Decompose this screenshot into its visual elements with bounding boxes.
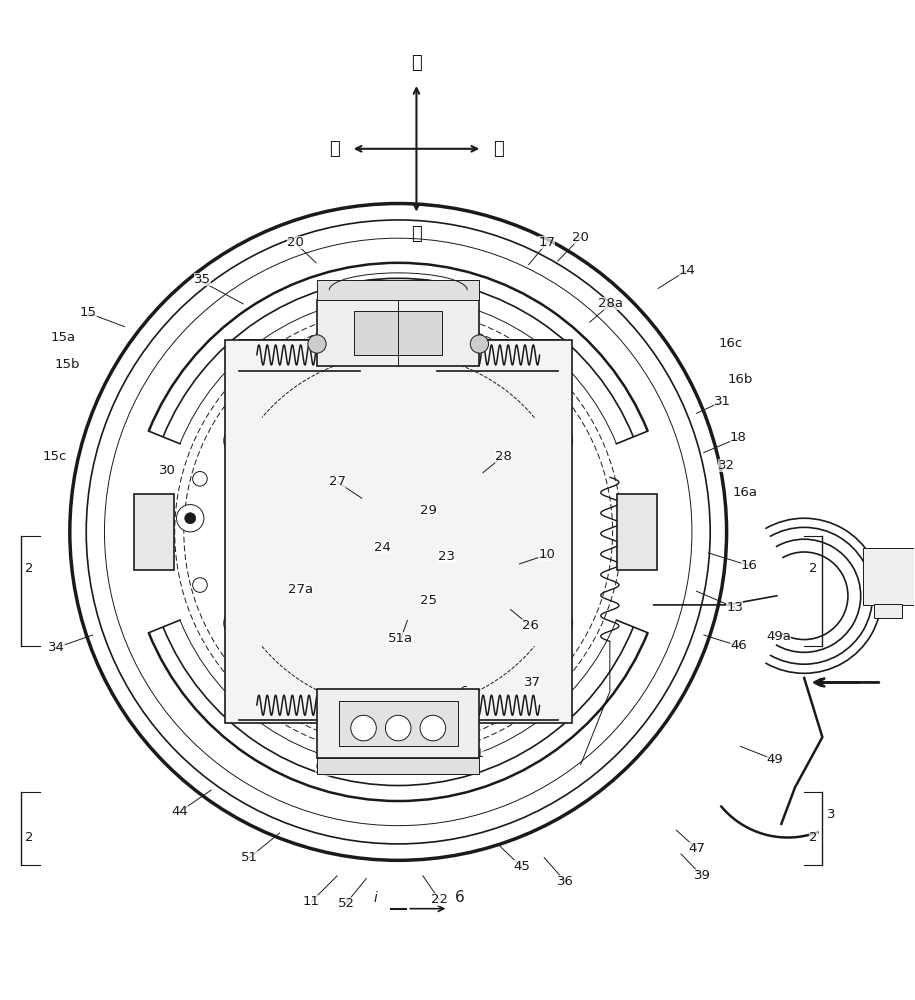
Circle shape bbox=[420, 715, 446, 741]
Text: 46: 46 bbox=[730, 639, 747, 652]
Text: 30: 30 bbox=[159, 464, 176, 477]
Circle shape bbox=[470, 335, 489, 353]
Text: 22: 22 bbox=[431, 893, 447, 906]
Bar bbox=[317, 300, 479, 366]
Text: 31: 31 bbox=[714, 395, 730, 408]
Text: 21: 21 bbox=[468, 747, 484, 760]
Text: 51: 51 bbox=[241, 851, 258, 864]
Text: 32: 32 bbox=[718, 459, 735, 472]
Text: 51a: 51a bbox=[388, 632, 414, 645]
Text: 10: 10 bbox=[538, 548, 555, 561]
Bar bbox=[134, 494, 174, 570]
Text: 16: 16 bbox=[741, 559, 758, 572]
Circle shape bbox=[185, 513, 196, 524]
Text: i: i bbox=[373, 891, 377, 905]
Text: 6: 6 bbox=[455, 890, 465, 905]
Circle shape bbox=[224, 607, 256, 640]
Text: 35: 35 bbox=[194, 273, 210, 286]
Text: 26: 26 bbox=[522, 619, 539, 632]
Text: 34: 34 bbox=[48, 641, 65, 654]
Circle shape bbox=[540, 424, 573, 457]
Bar bbox=[317, 758, 479, 774]
Text: 18: 18 bbox=[730, 431, 747, 444]
Text: 后: 后 bbox=[493, 140, 504, 158]
Circle shape bbox=[177, 505, 204, 532]
Text: 39: 39 bbox=[694, 869, 710, 882]
Text: 47: 47 bbox=[688, 842, 705, 855]
Text: 25a: 25a bbox=[436, 331, 461, 344]
Bar bbox=[225, 340, 572, 723]
Circle shape bbox=[466, 600, 482, 616]
Circle shape bbox=[466, 448, 482, 464]
Text: 25: 25 bbox=[420, 594, 436, 607]
Bar bbox=[617, 494, 657, 570]
Text: 6: 6 bbox=[458, 685, 468, 698]
Text: 44: 44 bbox=[171, 805, 188, 818]
Text: 52: 52 bbox=[338, 897, 355, 910]
Circle shape bbox=[417, 695, 441, 719]
Text: 16b: 16b bbox=[727, 373, 753, 386]
Text: 13: 13 bbox=[727, 601, 743, 614]
Text: 上: 上 bbox=[411, 54, 422, 72]
Text: 49: 49 bbox=[767, 753, 783, 766]
Bar bbox=[317, 689, 479, 758]
Circle shape bbox=[193, 578, 207, 592]
Circle shape bbox=[540, 607, 573, 640]
Bar bbox=[875, 604, 902, 618]
Bar bbox=[354, 311, 442, 355]
Circle shape bbox=[224, 424, 256, 457]
Text: 36: 36 bbox=[556, 875, 574, 888]
Bar bbox=[864, 548, 913, 605]
Text: 28a: 28a bbox=[598, 297, 623, 310]
Text: 12: 12 bbox=[317, 703, 334, 716]
Text: 16a: 16a bbox=[732, 486, 758, 499]
Text: 17: 17 bbox=[538, 236, 555, 249]
Text: 2: 2 bbox=[809, 831, 817, 844]
Text: 16c: 16c bbox=[719, 337, 743, 350]
Circle shape bbox=[520, 630, 560, 671]
Bar bbox=[317, 280, 479, 300]
Circle shape bbox=[193, 472, 207, 486]
Text: 3: 3 bbox=[827, 808, 835, 821]
Text: 19: 19 bbox=[335, 346, 352, 359]
Circle shape bbox=[307, 335, 326, 353]
Text: 20: 20 bbox=[286, 236, 304, 249]
Text: 23: 23 bbox=[438, 550, 455, 563]
Text: 2: 2 bbox=[809, 562, 817, 575]
Text: 2: 2 bbox=[25, 562, 33, 575]
Circle shape bbox=[355, 345, 379, 369]
Text: 28: 28 bbox=[495, 450, 511, 463]
Text: 24: 24 bbox=[374, 541, 391, 554]
Text: 15b: 15b bbox=[54, 358, 80, 371]
Text: 45: 45 bbox=[513, 860, 530, 873]
Text: 37: 37 bbox=[523, 676, 541, 689]
Text: 2: 2 bbox=[25, 831, 33, 844]
Text: 15: 15 bbox=[80, 306, 97, 319]
Circle shape bbox=[314, 600, 330, 616]
Text: 15c: 15c bbox=[42, 450, 67, 463]
Text: 27: 27 bbox=[328, 475, 346, 488]
Text: 49a: 49a bbox=[766, 630, 791, 643]
Text: 20: 20 bbox=[572, 231, 589, 244]
Circle shape bbox=[350, 715, 376, 741]
Circle shape bbox=[385, 715, 411, 741]
Bar bbox=[339, 701, 458, 746]
Circle shape bbox=[417, 345, 441, 369]
Text: 前: 前 bbox=[329, 140, 339, 158]
Text: 29: 29 bbox=[420, 504, 436, 517]
Text: 11: 11 bbox=[303, 895, 320, 908]
Circle shape bbox=[355, 695, 379, 719]
Text: 下: 下 bbox=[411, 225, 422, 243]
Text: 27a: 27a bbox=[288, 583, 313, 596]
Text: 14: 14 bbox=[679, 264, 695, 277]
Text: 51b: 51b bbox=[315, 763, 340, 776]
Text: 15a: 15a bbox=[51, 331, 76, 344]
Circle shape bbox=[314, 448, 330, 464]
